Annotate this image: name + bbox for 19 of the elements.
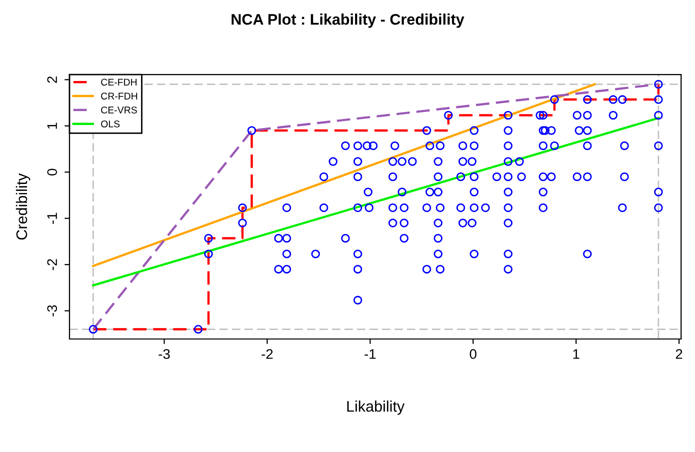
x-tick-label: -2: [262, 349, 273, 359]
y-tick-label: 1: [47, 122, 57, 129]
x-tick-label: 1: [573, 349, 580, 359]
legend-label: CR-FDH: [101, 92, 138, 100]
x-tick-label: 2: [676, 349, 682, 359]
y-tick-label: 2: [47, 76, 57, 83]
legend-label: OLS: [101, 120, 120, 128]
y-axis-title: Credibility: [16, 173, 30, 240]
y-tick-label: -1: [47, 212, 57, 224]
x-axis-title: Likability: [347, 400, 405, 415]
x-tick-label: -1: [364, 349, 376, 359]
y-tick-label: -2: [47, 259, 57, 270]
y-tick-label: -3: [47, 305, 58, 316]
y-tick-label: 0: [47, 168, 58, 176]
legend-label: CE-VRS: [101, 106, 137, 114]
x-tick-label: -3: [158, 349, 170, 359]
legend-label: CE-FDH: [101, 78, 137, 86]
x-tick-label: 0: [470, 349, 476, 359]
chart-title: NCA Plot : Likability - Credibility: [232, 14, 464, 28]
